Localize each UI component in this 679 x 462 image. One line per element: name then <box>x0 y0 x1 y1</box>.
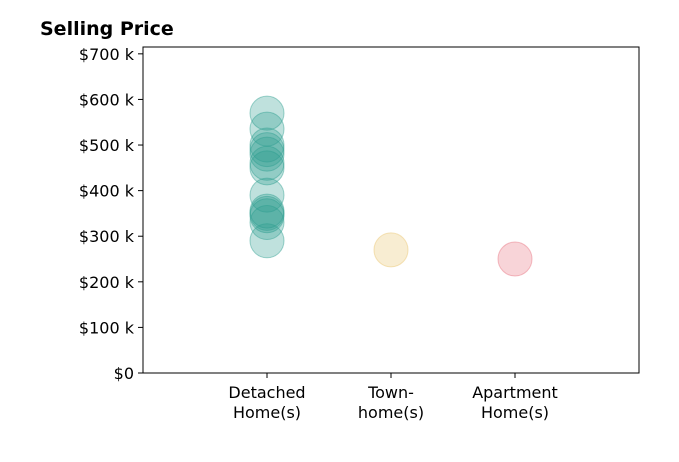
y-tick-label: $0 <box>114 364 134 383</box>
x-tick-label: Detached Home(s) <box>228 383 305 422</box>
chart-title: Selling Price <box>40 18 174 40</box>
y-axis: $0 $100 k $200 k $300 k $400 k $500 k $600 k $7… <box>79 45 143 383</box>
plot-frame <box>142 46 640 374</box>
y-tick-label: $700 k <box>79 45 135 64</box>
y-tick-label: $300 k <box>79 227 135 246</box>
y-tick-label: $100 k <box>79 318 135 337</box>
data-point <box>249 111 285 147</box>
data-point <box>249 223 285 259</box>
y-tick-label: $200 k <box>79 273 135 292</box>
y-tick-label: $500 k <box>79 136 135 155</box>
data-point <box>249 177 285 213</box>
data-point <box>249 193 285 229</box>
data-point <box>249 136 285 172</box>
x-tick-label: Town-home(s) <box>358 383 424 422</box>
data-point <box>249 145 285 181</box>
y-tick-label: $400 k <box>79 182 135 201</box>
data-point <box>249 150 285 186</box>
data-point <box>373 232 409 268</box>
data-point <box>249 127 285 163</box>
data-point <box>249 198 285 234</box>
x-tick-label: Apartment Home(s) <box>472 383 558 422</box>
data-points <box>249 95 533 277</box>
data-point <box>249 132 285 168</box>
x-axis: Detached Home(s) Town-home(s) Apartment Home… <box>228 373 558 422</box>
y-tick-label: $600 k <box>79 90 135 109</box>
data-point <box>249 195 285 231</box>
data-point <box>249 205 285 241</box>
data-point <box>249 95 285 131</box>
data-point <box>497 241 533 277</box>
